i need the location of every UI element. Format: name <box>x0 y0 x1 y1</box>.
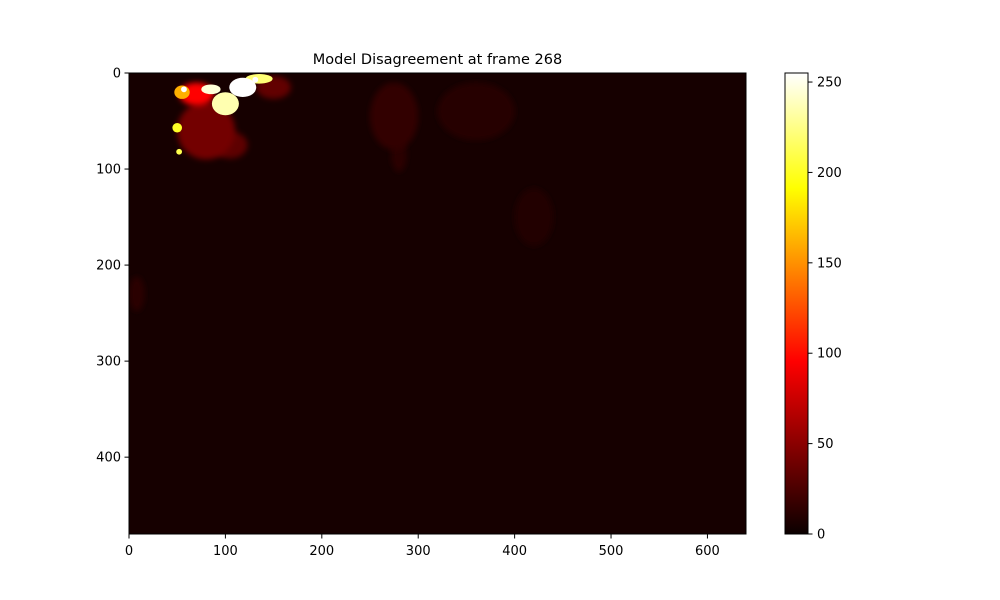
y-tick-label: 300 <box>96 355 121 370</box>
colorbar-tick-label: 0 <box>817 528 825 543</box>
x-tick-label: 600 <box>695 544 720 559</box>
colorbar-tick-label: 50 <box>817 437 834 452</box>
chart-title: Model Disagreement at frame 268 <box>313 52 562 68</box>
x-tick-label: 0 <box>125 544 133 559</box>
heatmap-hotspot <box>370 82 419 150</box>
y-axis: 0 100 200 300 400 <box>96 67 129 466</box>
x-tick-label: 500 <box>599 544 624 559</box>
heatmap-area <box>128 72 747 535</box>
x-tick-label: 400 <box>502 544 527 559</box>
colorbar-tick-label: 150 <box>817 256 842 271</box>
colorbar-tick-label: 200 <box>817 166 842 181</box>
y-tick-label: 400 <box>96 451 121 466</box>
x-tick-label: 200 <box>309 544 334 559</box>
heatmap-hotspot <box>437 82 515 141</box>
colorbar-tick-label: 100 <box>817 347 842 362</box>
x-tick-label: 100 <box>213 544 238 559</box>
heatmap-hotspots <box>129 73 554 312</box>
heatmap-hotspot <box>211 92 239 116</box>
colorbar: 0 50 100 150 200 250 <box>784 72 842 543</box>
colorbar-tick-label: 250 <box>817 76 842 91</box>
y-tick-label: 0 <box>113 67 121 82</box>
plot-frame <box>128 72 747 535</box>
y-tick-label: 100 <box>96 163 121 178</box>
heatmap-hotspot <box>201 84 221 95</box>
heatmap-hotspot <box>181 86 187 93</box>
heatmap-hotspot <box>177 101 236 160</box>
colorbar-axis: 0 50 100 150 200 250 <box>808 76 842 543</box>
heatmap-hotspot <box>129 276 145 312</box>
heatmap-hotspot <box>229 77 257 98</box>
heatmap-hotspot <box>176 148 183 155</box>
heatmap-hotspot <box>252 76 259 83</box>
colorbar-gradient <box>784 72 809 535</box>
heatmap-hotspot <box>172 122 183 133</box>
x-tick-label: 300 <box>406 544 431 559</box>
heatmap-hotspot <box>514 188 554 246</box>
y-tick-label: 200 <box>96 259 121 274</box>
x-axis: 0 100 200 300 400 500 600 <box>125 534 720 559</box>
